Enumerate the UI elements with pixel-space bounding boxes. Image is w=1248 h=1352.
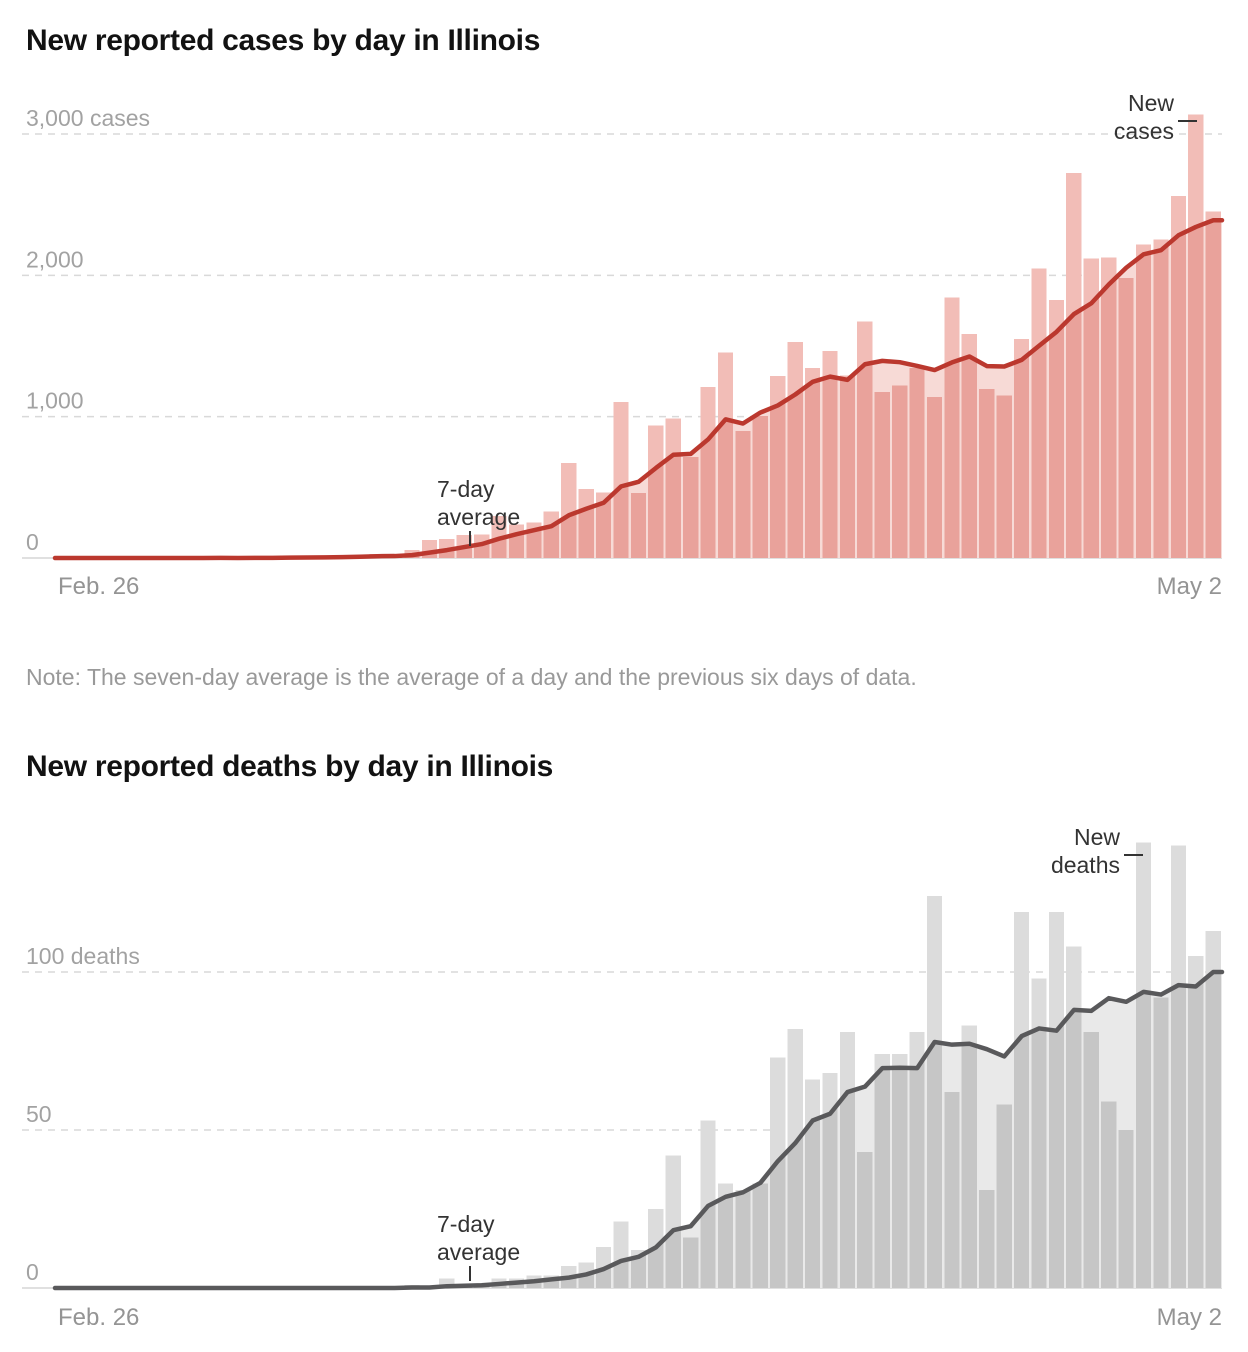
bar-under-average bbox=[961, 333, 977, 558]
x-axis-label-start: Feb. 26 bbox=[58, 1304, 139, 1331]
bar-under-average bbox=[996, 395, 1012, 558]
bar-under-average bbox=[822, 1073, 838, 1288]
bar-under-average bbox=[804, 368, 821, 558]
bar-under-average bbox=[909, 367, 925, 558]
bar-under-average bbox=[1135, 972, 1152, 1288]
bar-under-average bbox=[683, 456, 699, 558]
bar-under-average bbox=[944, 1092, 960, 1288]
seven-day-average-line bbox=[52, 218, 1225, 561]
bar-under-average bbox=[1170, 972, 1186, 1288]
bar-under-average bbox=[1013, 972, 1030, 1288]
bar-under-average bbox=[874, 1054, 890, 1288]
average-annotation-label: 7-day bbox=[437, 1211, 495, 1237]
x-axis-label-start: Feb. 26 bbox=[58, 573, 139, 600]
bar-under-average bbox=[926, 396, 943, 558]
x-axis-label-end: May 2 bbox=[1157, 1304, 1222, 1331]
y-axis-label: 0 bbox=[26, 529, 39, 555]
bar-under-average bbox=[1153, 239, 1169, 558]
bar-under-average bbox=[1205, 972, 1221, 1288]
bar-under-average bbox=[717, 1183, 734, 1288]
bar-under-average bbox=[961, 1025, 977, 1288]
bar-under-average bbox=[1048, 972, 1065, 1288]
peak-annotation-label: New bbox=[1074, 824, 1120, 850]
bar-under-average bbox=[683, 1237, 699, 1288]
bar-under-average bbox=[1135, 244, 1152, 558]
bar-under-average bbox=[1188, 220, 1204, 558]
bar-under-average bbox=[1170, 220, 1186, 558]
peak-annotation-label: deaths bbox=[1051, 852, 1120, 878]
bar-under-average bbox=[1118, 1130, 1134, 1288]
bar-under-average bbox=[892, 385, 908, 558]
bar-under-average bbox=[1101, 257, 1117, 558]
bar-under-average bbox=[839, 375, 856, 558]
under-average-area bbox=[55, 972, 1222, 1288]
peak-annotation-label: New bbox=[1128, 90, 1174, 116]
cases-chart: 0 1,000 2,000 3,000 cases Feb. 26 May 2 7-daya… bbox=[22, 90, 1225, 600]
bar-under-average bbox=[1188, 972, 1204, 1288]
chart-note: Note: The seven-day average is the avera… bbox=[26, 664, 917, 690]
bar-under-average bbox=[979, 1190, 995, 1288]
bar-under-average bbox=[735, 430, 751, 558]
average-annotation-label: average bbox=[437, 504, 520, 530]
bar-under-average bbox=[909, 1032, 925, 1288]
bar-under-average bbox=[979, 388, 995, 558]
cases-chart-title: New reported cases by day in Illinois bbox=[26, 24, 541, 57]
deaths-chart-title: New reported deaths by day in Illinois bbox=[26, 750, 554, 783]
bar-under-average bbox=[1031, 978, 1047, 1288]
bar-under-average bbox=[822, 350, 838, 558]
seven-day-average-line bbox=[52, 969, 1225, 1291]
average-annotation-label: average bbox=[437, 1239, 520, 1265]
bar-under-average bbox=[874, 392, 890, 558]
y-axis-label: 50 bbox=[26, 1101, 52, 1127]
y-axis-label: 0 bbox=[26, 1259, 39, 1285]
bar-under-average bbox=[595, 492, 612, 558]
x-axis-label-end: May 2 bbox=[1157, 573, 1222, 600]
bar-under-average bbox=[1013, 338, 1030, 558]
bar-under-average bbox=[630, 492, 647, 558]
bar-under-average bbox=[892, 1054, 908, 1288]
bar-under-average bbox=[857, 321, 873, 558]
y-axis-label: 1,000 bbox=[26, 388, 84, 414]
y-axis-label: 3,000 cases bbox=[26, 105, 150, 131]
bar-under-average bbox=[1101, 1101, 1117, 1288]
bar-under-average bbox=[996, 1104, 1012, 1288]
y-axis-label: 100 deaths bbox=[26, 943, 140, 969]
under-average-area bbox=[55, 220, 1222, 558]
bar-under-average bbox=[1083, 1032, 1099, 1288]
under-average-fill bbox=[55, 972, 1222, 1288]
bar-under-average bbox=[1205, 220, 1221, 558]
bar-under-average bbox=[752, 1183, 768, 1288]
bar-under-average bbox=[857, 1152, 873, 1288]
bar-under-average bbox=[1066, 972, 1082, 1288]
bar-under-average bbox=[770, 376, 786, 558]
bar-under-average bbox=[1153, 997, 1169, 1288]
bar-under-average bbox=[1118, 278, 1134, 558]
bar-under-average bbox=[1048, 299, 1065, 558]
average-annotation-label: 7-day bbox=[437, 476, 495, 502]
bar bbox=[439, 1278, 455, 1288]
y-axis-label: 2,000 bbox=[26, 246, 84, 272]
bar-under-average bbox=[1083, 258, 1099, 558]
bar-under-average bbox=[735, 1190, 751, 1288]
bar-under-average bbox=[752, 415, 768, 558]
bar-under-average bbox=[804, 1079, 821, 1288]
peak-annotation-label: cases bbox=[1114, 118, 1174, 144]
